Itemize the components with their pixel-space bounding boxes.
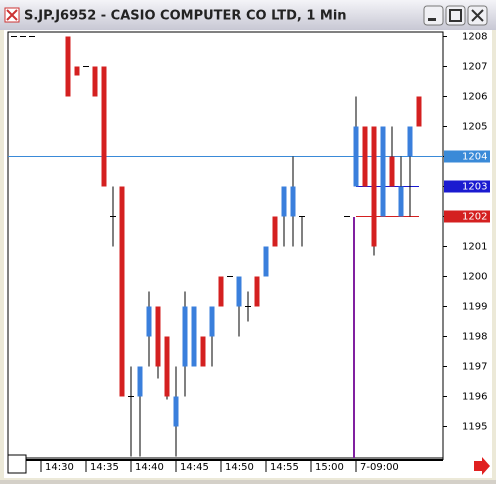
y-tick-label: 1206 [462,92,487,103]
candle-body [281,186,287,217]
y-tick-label: 1197 [462,362,487,373]
window-title: S.JP.J6952 - CASIO COMPUTER CO LTD, 1 Mi… [24,9,347,24]
price-label: 1203 [462,182,487,193]
candle-body [200,336,206,367]
price-label: 1204 [462,152,487,163]
y-tick-label: 1208 [462,32,487,43]
candle-body [182,306,188,367]
price-label-box [444,210,490,223]
button-glyph[interactable] [471,9,484,22]
candle-body [362,126,368,187]
candle-body [290,186,296,217]
candle-body [119,186,125,397]
price-label: 1202 [462,212,487,223]
candle-body [101,66,107,187]
candle-body [155,306,161,367]
candle-body [209,306,215,337]
y-tick-label: 1198 [462,332,487,343]
marks: 1208 1207 1206 1205 1204 1203 1202 1201 1200 1199… [8,32,490,473]
button-face[interactable] [423,5,444,26]
x-tick-label: 14:30 [45,462,74,473]
candle-body [173,396,179,427]
title-bar [0,0,496,30]
scroll-arrow[interactable] [474,457,490,475]
candle-body [263,246,269,277]
candle-body [191,306,197,367]
plot-area [7,31,444,459]
candle-body [65,36,71,97]
price-label-box [444,150,490,163]
candle-body [164,336,170,397]
candle-body [272,216,278,247]
x-tick-label: 14:40 [135,462,164,473]
candle-body [353,126,359,187]
close-button[interactable] [467,5,488,26]
candle-body [380,126,386,217]
x-tick-label: 15:00 [315,462,344,473]
y-tick-label: 1207 [462,62,487,73]
candle-body [389,156,395,187]
button-glyph[interactable] [449,9,462,22]
candle-body [137,366,143,397]
x-tick-label: 14:35 [90,462,119,473]
candle-body [407,126,413,157]
candle-body [254,276,260,307]
candle-body [398,186,404,217]
x-tick-label: 14:45 [180,462,209,473]
candle-body [416,96,422,127]
y-tick-label: 1205 [462,122,487,133]
candle-body [236,276,242,307]
x-tick-label: 14:50 [225,462,254,473]
price-label-box [444,180,490,193]
y-tick-label: 1196 [462,392,487,403]
button-glyph[interactable] [428,18,436,21]
y-tick-label: 1195 [462,422,487,433]
y-tick-label: 1199 [462,302,487,313]
y-tick-label: 1201 [462,242,487,253]
button-face[interactable] [445,5,466,26]
maximize-button[interactable] [445,5,466,26]
candle-body [146,306,152,337]
x-tick-label: 7-09:00 [360,462,399,473]
x-tick-label: 14:55 [270,462,299,473]
corner-box[interactable] [7,454,27,474]
minimize-button[interactable] [423,5,444,26]
candle-body [371,126,377,247]
candle-body [92,66,98,97]
candle-body [74,66,80,76]
y-tick-label: 1200 [462,272,487,283]
icon-glyph [6,9,18,21]
candle-body [218,276,224,307]
